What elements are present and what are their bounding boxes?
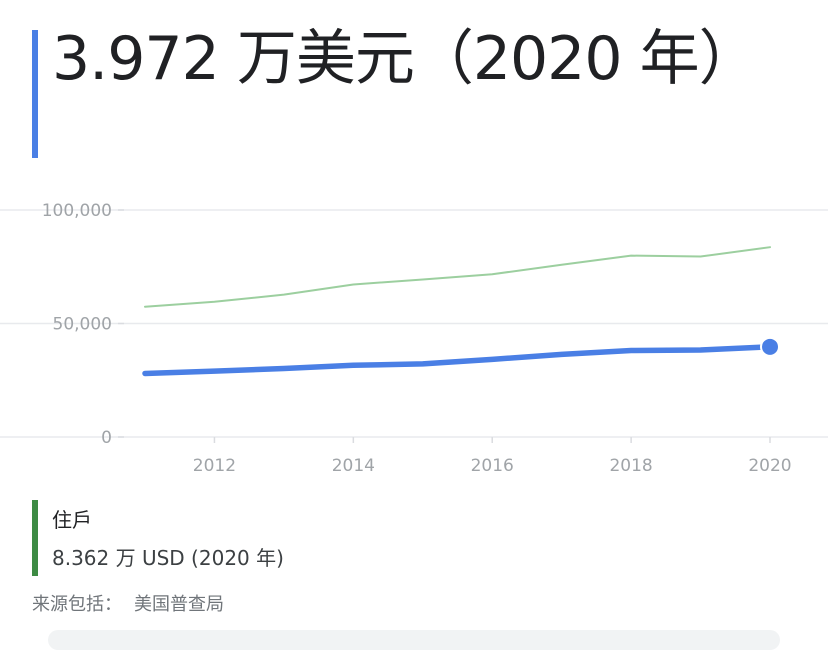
legend-household[interactable]: 住戶 8.362 万 USD (2020 年) — [32, 500, 632, 576]
y-tick-label: 0 — [101, 428, 112, 448]
legend-series-name: 住戶 — [52, 508, 92, 532]
x-tick-label: 2020 — [748, 456, 791, 476]
headline: 3.972 万美元（2020 年） — [32, 24, 759, 158]
x-axis-ticks: 2012 2014 2016 2018 2020 — [193, 437, 792, 476]
series-line-households — [144, 246, 771, 308]
headline-accent-bar — [32, 30, 38, 158]
x-tick-label: 2018 — [609, 456, 652, 476]
x-tick-label: 2016 — [471, 456, 514, 476]
chart-series — [142, 246, 780, 377]
line-chart: 100,000 50,000 0 2012 2014 2016 2018 2020 — [0, 201, 828, 476]
source-link[interactable]: 美国普查局 — [134, 594, 224, 615]
series-line-primary — [142, 344, 773, 377]
y-tick-label: 100,000 — [42, 201, 112, 221]
next-card-edge — [48, 630, 780, 650]
legend-series-value: 8.362 万 USD (2020 年) — [52, 546, 284, 570]
source-label: 来源包括： — [32, 594, 122, 615]
x-tick-label: 2012 — [193, 456, 236, 476]
y-tick-label: 50,000 — [53, 315, 112, 335]
highlight-point — [760, 336, 780, 357]
x-tick-label: 2014 — [332, 456, 375, 476]
legend-color-bar — [32, 500, 38, 576]
source-line: 来源包括： 美国普查局 — [32, 590, 236, 616]
y-axis-ticks: 100,000 50,000 0 — [42, 201, 112, 448]
headline-value: 3.972 万美元（2020 年） — [52, 24, 759, 94]
chart-grid — [0, 209, 828, 438]
